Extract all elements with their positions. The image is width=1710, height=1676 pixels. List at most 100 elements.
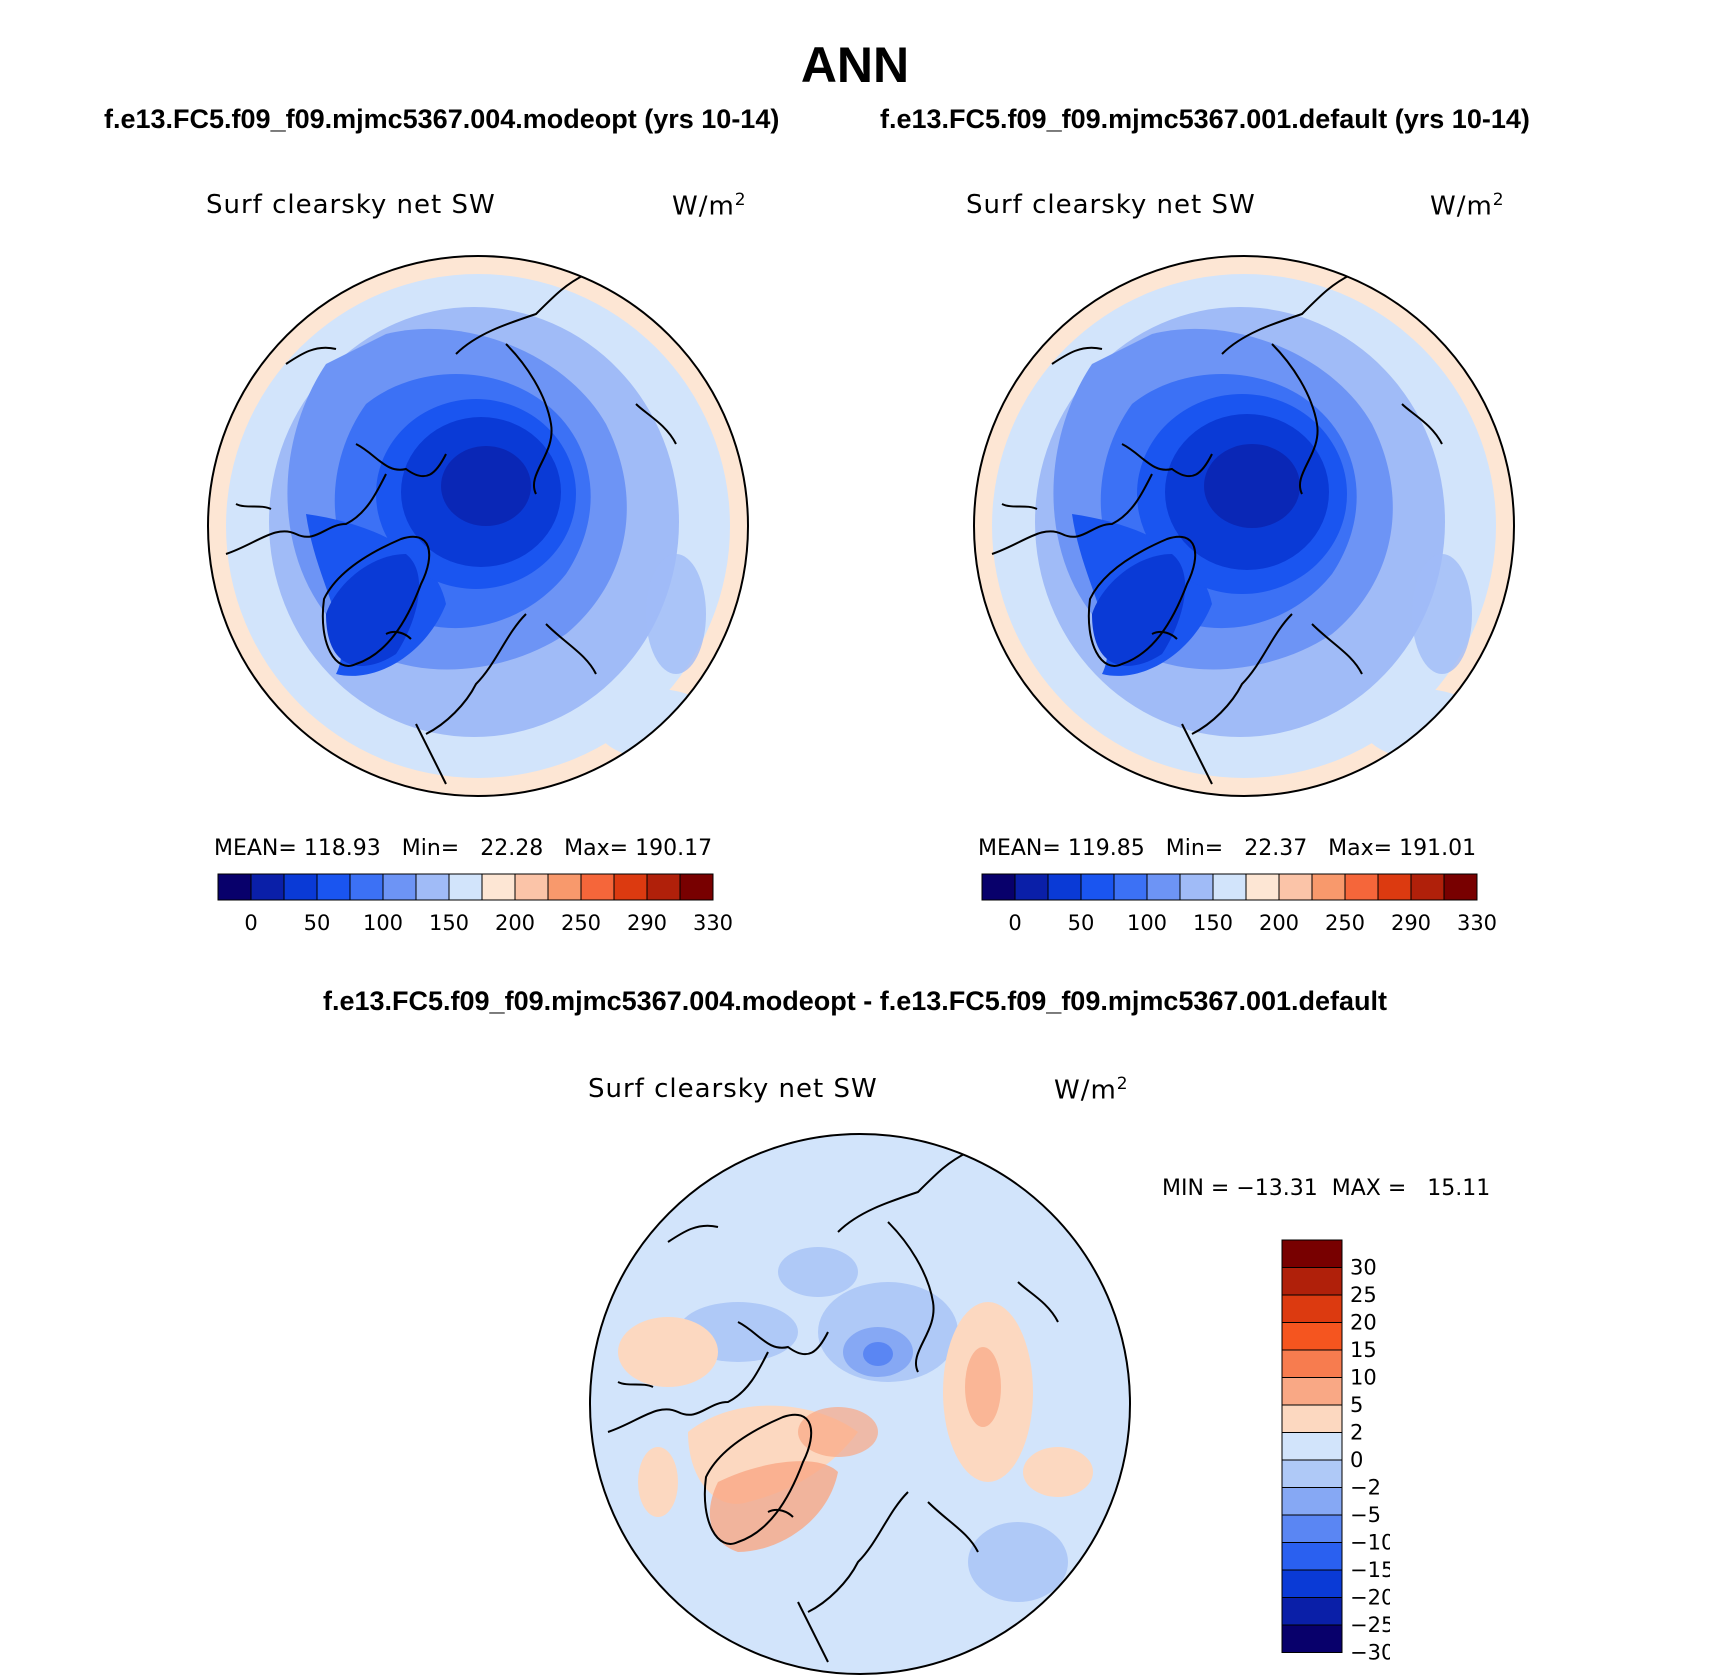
colorbar-label: 20	[1350, 1311, 1377, 1335]
panel-left-stats: MEAN= 118.93 Min= 22.28 Max= 190.17	[214, 836, 713, 861]
colorbar-box	[1146, 873, 1181, 901]
colorbar-box	[1281, 1239, 1343, 1268]
colorbar-label: 250	[561, 911, 601, 935]
colorbar-label: 250	[1325, 911, 1365, 935]
colorbar-box	[547, 873, 582, 901]
colorbar-box	[1281, 1514, 1343, 1543]
colorbar-left-labels: 0 50 100 150 200 250 290 330	[244, 911, 733, 935]
colorbar-label: 150	[429, 911, 469, 935]
colorbar-box	[1281, 1542, 1343, 1571]
colorbar-label: 290	[627, 911, 667, 935]
colorbar-box	[382, 873, 417, 901]
colorbar-label: 0	[244, 911, 257, 935]
colorbar-label: 150	[1193, 911, 1233, 935]
colorbar-box	[1410, 873, 1445, 901]
colorbar-box	[1377, 873, 1412, 901]
colorbar-right-boxes	[981, 873, 1478, 901]
panel-left-units: W/m2	[672, 190, 747, 222]
colorbar-box	[415, 873, 450, 901]
colorbar-label: −15	[1350, 1558, 1390, 1582]
colorbar-label: 330	[1457, 911, 1497, 935]
colorbar-label: 200	[495, 911, 535, 935]
colorbar-box	[981, 873, 1016, 901]
colorbar-box	[1281, 1569, 1343, 1598]
colorbar-box	[1278, 873, 1313, 901]
colorbar-box	[1281, 1459, 1343, 1488]
colorbar-label: −20	[1350, 1586, 1390, 1610]
panel-right-variable: Surf clearsky net SW	[966, 190, 1256, 220]
colorbar-label: 5	[1350, 1393, 1363, 1417]
colorbar-box	[580, 873, 615, 901]
panel-diff-units: W/m2	[1054, 1074, 1129, 1106]
colorbar-box	[1281, 1404, 1343, 1433]
colorbar-box	[481, 873, 516, 901]
polar-map-difference	[589, 1133, 1131, 1675]
colorbar-label: 2	[1350, 1421, 1363, 1445]
colorbar-box	[283, 873, 318, 901]
colorbar-label: 290	[1391, 911, 1431, 935]
colorbar-left-boxes	[217, 873, 714, 901]
colorbar-right: 0 50 100 150 200 250 290 330	[981, 873, 1497, 935]
colorbar-left: 0 50 100 150 200 250 290 330	[217, 873, 733, 935]
colorbar-label: 15	[1350, 1338, 1377, 1362]
colorbar-box	[679, 873, 714, 901]
colorbar-box	[316, 873, 351, 901]
panel-right-units: W/m2	[1430, 190, 1505, 222]
colorbar-box	[349, 873, 384, 901]
colorbar-label: 25	[1350, 1283, 1377, 1307]
colorbar-box	[1212, 873, 1247, 901]
case-title-left: f.e13.FC5.f09_f09.mjmc5367.004.modeopt (…	[104, 104, 780, 134]
colorbar-label: 0	[1008, 911, 1021, 935]
colorbar-box	[1281, 1294, 1343, 1323]
colorbar-box	[1281, 1322, 1343, 1351]
colorbar-box	[1047, 873, 1082, 901]
panel-diff-variable: Surf clearsky net SW	[588, 1074, 878, 1104]
colorbar-label: 50	[1068, 911, 1095, 935]
colorbar-box	[514, 873, 549, 901]
panel-left-variable: Surf clearsky net SW	[206, 190, 496, 220]
figure-title: ANN	[800, 37, 910, 93]
panel-right-stats: MEAN= 119.85 Min= 22.37 Max= 191.01	[978, 836, 1477, 861]
colorbar-label: 0	[1350, 1448, 1363, 1472]
colorbar-box	[1179, 873, 1214, 901]
colorbar-box	[448, 873, 483, 901]
panel-diff-stats: MIN = −13.31 MAX = 15.11	[1162, 1176, 1491, 1201]
colorbar-box	[1014, 873, 1049, 901]
polar-map-left	[207, 255, 749, 797]
colorbar-box	[1281, 1432, 1343, 1461]
colorbar-right-labels: 0 50 100 150 200 250 290 330	[1008, 911, 1497, 935]
colorbar-box	[1245, 873, 1280, 901]
colorbar-box	[1281, 1597, 1343, 1626]
colorbar-label: 100	[363, 911, 403, 935]
colorbar-box	[1113, 873, 1148, 901]
colorbar-label: 330	[693, 911, 733, 935]
colorbar-box	[217, 873, 252, 901]
colorbar-box	[1080, 873, 1115, 901]
colorbar-label: −5	[1350, 1503, 1381, 1527]
case-title-right: f.e13.FC5.f09_f09.mjmc5367.001.default (…	[880, 104, 1530, 134]
colorbar-label: −30	[1350, 1641, 1390, 1665]
colorbar-difference-boxes	[1281, 1239, 1343, 1653]
polar-map-right	[973, 255, 1515, 797]
colorbar-box	[1281, 1487, 1343, 1516]
colorbar-box	[250, 873, 285, 901]
colorbar-label: 30	[1350, 1256, 1377, 1280]
colorbar-label: 200	[1259, 911, 1299, 935]
colorbar-box	[1344, 873, 1379, 901]
colorbar-box	[613, 873, 648, 901]
colorbar-label: −10	[1350, 1531, 1390, 1555]
colorbar-box	[646, 873, 681, 901]
colorbar-box	[1281, 1377, 1343, 1406]
colorbar-box	[1281, 1624, 1343, 1653]
colorbar-box	[1281, 1267, 1343, 1296]
colorbar-label: −2	[1350, 1476, 1381, 1500]
colorbar-box	[1281, 1349, 1343, 1378]
difference-title: f.e13.FC5.f09_f09.mjmc5367.004.modeopt -…	[322, 986, 1387, 1016]
colorbar-box	[1443, 873, 1478, 901]
colorbar-label: −25	[1350, 1613, 1390, 1637]
colorbar-label: 50	[304, 911, 331, 935]
colorbar-label: 10	[1350, 1366, 1377, 1390]
colorbar-label: 100	[1127, 911, 1167, 935]
